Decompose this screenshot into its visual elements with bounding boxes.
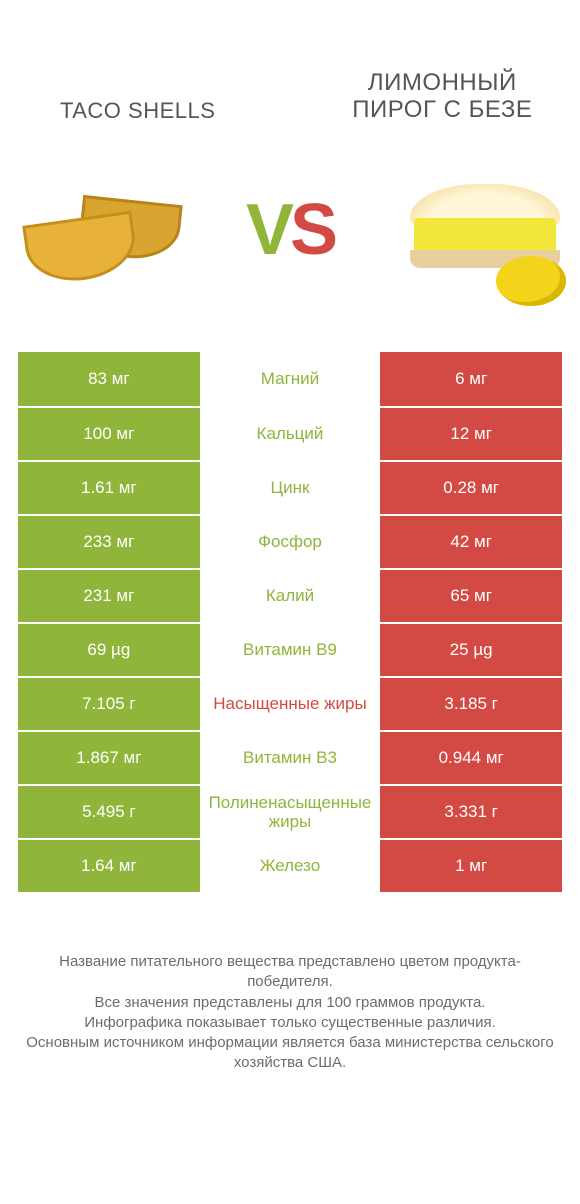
value-right: 0.944 мг	[380, 730, 562, 784]
footer-line: Основным источником информации является …	[18, 1033, 562, 1074]
value-right: 12 мг	[380, 406, 562, 460]
footer-line: Все значения представлены для 100 граммо…	[18, 993, 562, 1013]
value-right: 3.185 г	[380, 676, 562, 730]
table-row: 1.61 мгЦинк0.28 мг	[18, 460, 562, 514]
nutrient-label: Фосфор	[200, 514, 381, 568]
table-row: 231 мгКалий65 мг	[18, 568, 562, 622]
footer-line: Инфографика показывает только существенн…	[18, 1013, 562, 1033]
nutrient-label: Витамин B9	[200, 622, 381, 676]
comparison-table: 83 мгМагний6 мг100 мгКальций12 мг1.61 мг…	[18, 352, 562, 892]
vs-letter-v: V	[246, 194, 290, 266]
value-right: 65 мг	[380, 568, 562, 622]
header-titles: TACO SHELLS ЛИМОННЫЙ ПИРОГ С БЕЗЕ	[18, 18, 562, 124]
table-row: 1.867 мгВитамин B30.944 мг	[18, 730, 562, 784]
vs-label: VS	[246, 194, 334, 266]
value-right: 3.331 г	[380, 784, 562, 838]
value-left: 7.105 г	[18, 676, 200, 730]
table-row: 100 мгКальций12 мг	[18, 406, 562, 460]
table-row: 7.105 гНасыщенные жиры3.185 г	[18, 676, 562, 730]
value-left: 100 мг	[18, 406, 200, 460]
lemon-meringue-pie-illustration	[392, 160, 562, 300]
value-left: 1.867 мг	[18, 730, 200, 784]
title-right: ЛИМОННЫЙ ПИРОГ С БЕЗЕ	[323, 69, 562, 124]
value-right: 6 мг	[380, 352, 562, 406]
table-row: 233 мгФосфор42 мг	[18, 514, 562, 568]
value-right: 0.28 мг	[380, 460, 562, 514]
nutrient-label: Насыщенные жиры	[200, 676, 381, 730]
nutrient-label: Магний	[200, 352, 381, 406]
table-row: 5.495 гПолиненасыщенные жиры3.331 г	[18, 784, 562, 838]
table-row: 1.64 мгЖелезо1 мг	[18, 838, 562, 892]
nutrient-label: Витамин B3	[200, 730, 381, 784]
value-left: 231 мг	[18, 568, 200, 622]
value-left: 233 мг	[18, 514, 200, 568]
hero-row: VS	[18, 130, 562, 330]
value-right: 42 мг	[380, 514, 562, 568]
value-left: 83 мг	[18, 352, 200, 406]
value-left: 1.64 мг	[18, 838, 200, 892]
table-row: 83 мгМагний6 мг	[18, 352, 562, 406]
nutrient-label: Цинк	[200, 460, 381, 514]
title-left: TACO SHELLS	[18, 98, 257, 124]
nutrient-label: Полиненасыщенные жиры	[200, 784, 381, 838]
value-left: 5.495 г	[18, 784, 200, 838]
nutrient-label: Железо	[200, 838, 381, 892]
taco-shells-illustration	[18, 160, 188, 300]
footer-notes: Название питательного вещества представл…	[0, 952, 580, 1098]
value-right: 25 µg	[380, 622, 562, 676]
nutrient-label: Кальций	[200, 406, 381, 460]
nutrient-label: Калий	[200, 568, 381, 622]
footer-line: Название питательного вещества представл…	[18, 952, 562, 993]
comparison-tbody: 83 мгМагний6 мг100 мгКальций12 мг1.61 мг…	[18, 352, 562, 892]
value-left: 1.61 мг	[18, 460, 200, 514]
value-left: 69 µg	[18, 622, 200, 676]
infographic-root: TACO SHELLS ЛИМОННЫЙ ПИРОГ С БЕЗЕ VS 83 …	[0, 0, 580, 892]
vs-letter-s: S	[290, 194, 334, 266]
table-row: 69 µgВитамин B925 µg	[18, 622, 562, 676]
value-right: 1 мг	[380, 838, 562, 892]
